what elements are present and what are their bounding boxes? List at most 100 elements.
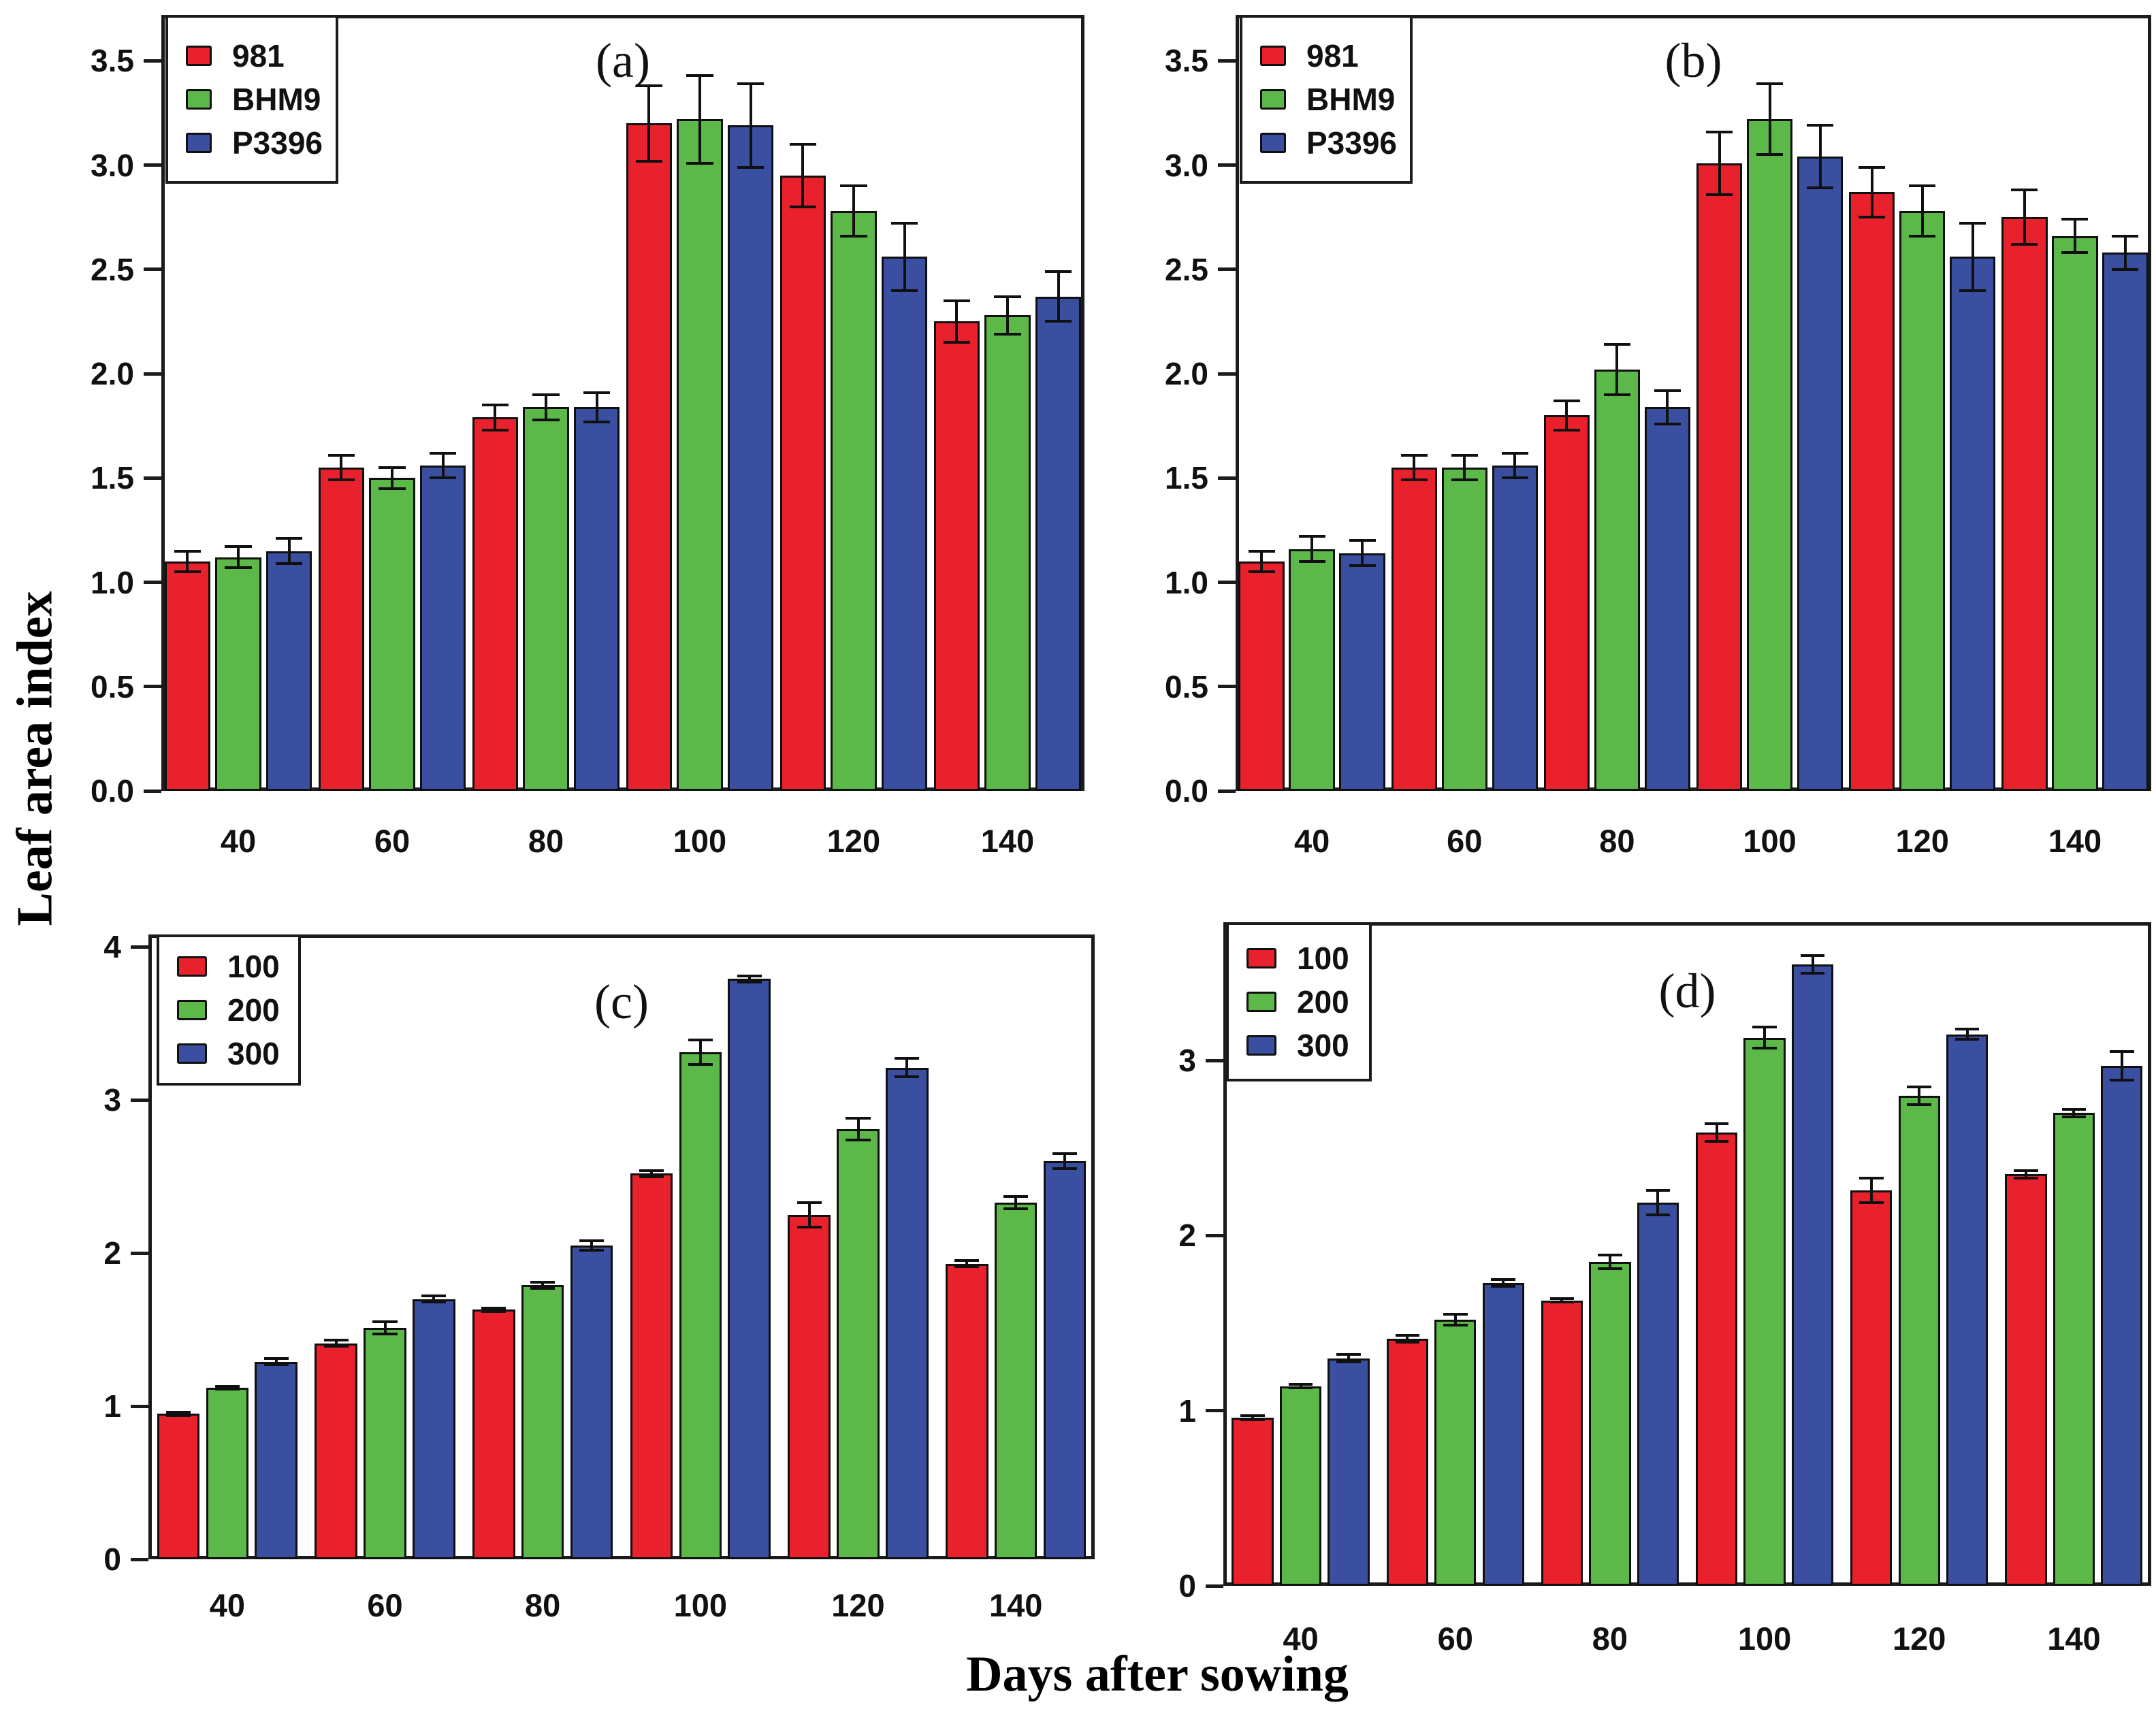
bar [521,1285,564,1559]
error-bar-line [1463,455,1466,481]
y-tick-mark [144,581,161,585]
error-bar-line [334,1340,338,1347]
bar [164,561,211,791]
error-bar-cap-bottom [214,1388,240,1391]
error-bar-cap-top [214,1384,240,1388]
error-bar-line [698,75,701,163]
error-bar-line [391,468,393,489]
error-bar-line [2123,235,2127,270]
error-bar-cap-bottom [1603,393,1630,396]
y-tick-label: 3.0 [91,147,134,183]
error-bar-cap-bottom [1549,1301,1575,1304]
y-tick-label: 2.0 [91,356,134,392]
y-tick-label: 3.5 [91,43,134,79]
legend-label: 300 [1297,1028,1349,1063]
legend-swatch [1246,992,1276,1012]
bar [1594,369,1641,791]
error-bar-line [1347,1354,1350,1362]
error-bar-cap-top [225,545,252,549]
error-bar-line [955,300,959,343]
legend-swatch [1260,89,1286,110]
error-bar-cap-bottom [327,478,355,482]
error-bar-line [1811,955,1814,973]
legend-item: 100 [177,945,298,988]
error-bar-line [650,1170,654,1177]
bar [2052,235,2098,791]
x-tick-label: 40 [209,1587,245,1623]
legend-box: 100 200 300 [157,934,301,1086]
error-bar-line [1718,131,1721,195]
x-tick-label: 60 [374,823,411,859]
bar [831,211,877,791]
error-bar-cap-top [579,1239,605,1242]
error-bar-line [1615,344,1619,395]
error-bar-cap-top [1248,549,1275,553]
bar [1232,1418,1274,1586]
bar [1950,257,1996,791]
bar [1637,1202,1679,1586]
error-bar-cap-top [635,84,663,88]
x-tick-label: 140 [2047,1621,2101,1657]
bar [1696,163,1743,791]
panel-a: 0.0 0.5 1.0 1.5 2.0 2.5 3.0 3.5 40 60 80 100 120 140 9… [91,15,1084,859]
error-bar-cap-top [789,143,817,146]
plot-area-border [148,934,1095,1559]
error-bar-cap-top [1395,1334,1420,1337]
error-bar-cap-bottom [263,1363,289,1367]
bar [1695,1132,1738,1586]
bar [364,1328,406,1559]
x-tick-label: 80 [1599,823,1635,859]
error-bar-line [1763,1027,1767,1049]
error-bar-line [1818,125,1822,189]
error-bar-cap-bottom [2061,251,2089,255]
bar [1797,157,1844,791]
legend-swatch [1246,1035,1276,1056]
error-bar-line [545,394,547,420]
error-bar-line [807,1202,811,1227]
error-bar-line [1006,296,1009,334]
error-bar-cap-top [737,974,762,977]
error-bar-cap-top [1501,451,1528,455]
error-bar-line [186,551,189,572]
y-tick-label: 2.5 [91,251,134,287]
error-bar-cap-bottom [530,1286,556,1290]
error-bar-cap-top [688,1039,713,1042]
y-tick-label: 0 [103,1542,121,1577]
y-tick-mark [144,372,161,376]
error-bar-line [494,405,497,430]
y-tick-mark [1218,163,1236,167]
error-bar-cap-top [1704,1122,1729,1125]
error-bar-line [287,538,291,564]
error-bar-cap-bottom [481,1309,506,1313]
bar [1339,553,1385,791]
error-bar-cap-top [1549,1297,1575,1301]
error-bar-cap-bottom [1909,234,1936,238]
error-bar-cap-top [1654,389,1681,392]
legend-item: 300 [177,1032,298,1075]
error-bar-cap-top [1800,954,1825,957]
legend-item: 200 [1246,980,1369,1024]
y-tick-mark [131,945,148,949]
error-bar-cap-bottom [532,418,560,421]
error-bar-line [1299,1384,1302,1388]
bar [677,119,723,791]
y-tick-label: 2.0 [1165,356,1208,392]
bar [1238,561,1285,791]
error-bar-cap-bottom [2011,243,2038,246]
error-bar-cap-bottom [688,1063,713,1067]
bar [2101,1065,2143,1586]
x-tick-label: 100 [673,1587,728,1623]
error-bar-line [1971,223,1974,291]
error-bar-cap-bottom [635,159,663,163]
x-tick-label: 80 [525,1587,561,1623]
error-bar-cap-bottom [1003,1207,1029,1210]
error-bar-line [1920,186,1924,236]
error-bar-cap-top [1959,222,1986,225]
y-tick-label: 1.0 [1165,564,1208,600]
panel-letter: (d) [1658,964,1716,1018]
error-bar-line [383,1322,387,1335]
x-tick-label: 80 [528,823,564,859]
x-tick-label: 80 [1592,1621,1628,1657]
x-tick-label: 120 [1895,823,1949,859]
x-tick-label: 120 [831,1587,885,1623]
